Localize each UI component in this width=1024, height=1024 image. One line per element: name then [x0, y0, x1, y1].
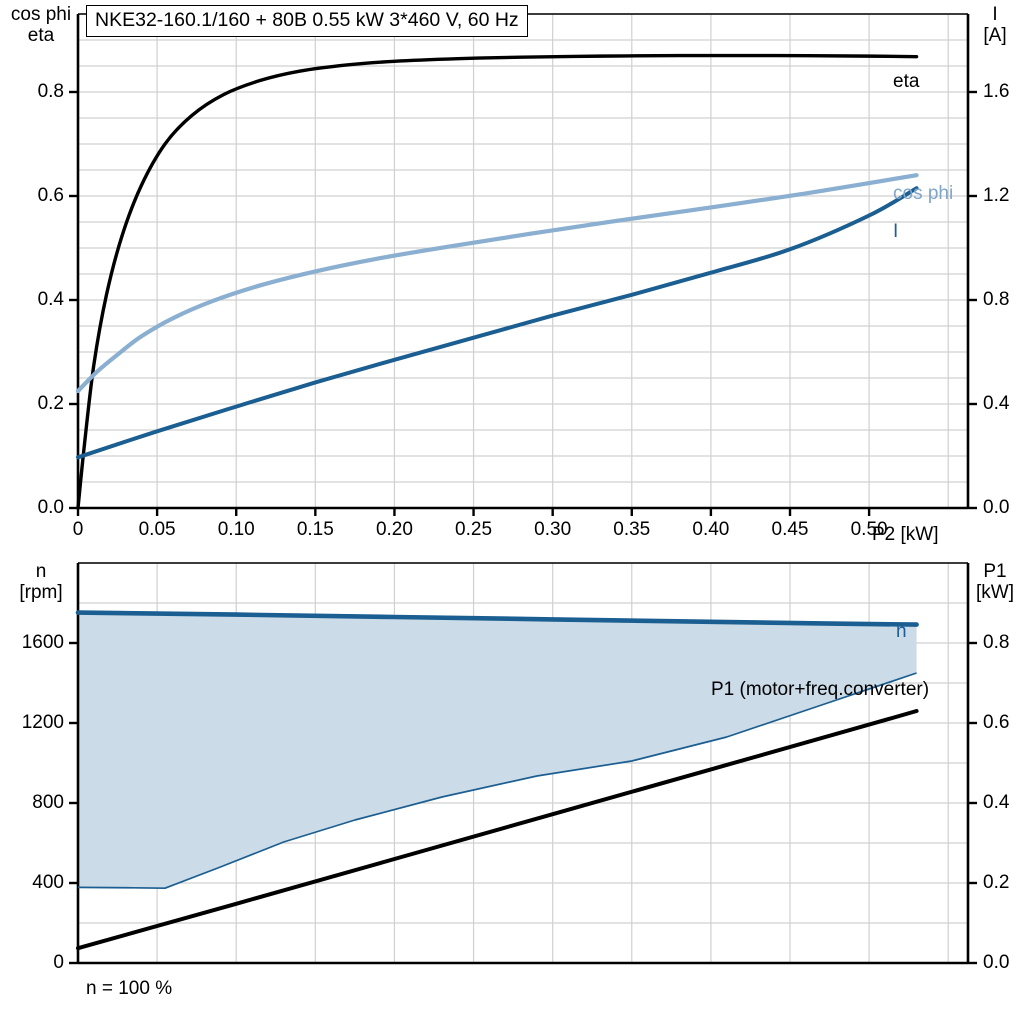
- current-curve: [76, 186, 919, 460]
- top-x-tick: 0.05: [138, 519, 176, 540]
- bottom-curves: [75, 610, 919, 951]
- bottom-axis-frame: [76, 562, 970, 965]
- top-x-axis-title: P2 [kW]: [872, 524, 939, 545]
- top-gridlines: [77, 13, 968, 509]
- curve-label-speed: n: [896, 621, 907, 642]
- top-x-tick: 0.40: [692, 519, 730, 540]
- curve-label-cos-phi: cos phi: [893, 183, 954, 204]
- bottom-right-tick: 0.0: [983, 952, 1010, 973]
- bottom-left-axis-title: n [rpm]: [19, 561, 63, 603]
- top-x-tick: 0.10: [217, 519, 255, 540]
- top-left-tick: 0.6: [37, 185, 64, 206]
- bottom-chart: n [rpm] P1 [kW] n P1 (motor+freq.convert…: [0, 545, 1024, 1024]
- speed-lower-bound-curve: [77, 672, 917, 890]
- top-right-tick: 0.4: [983, 393, 1010, 414]
- bottom-right-tick: 0.6: [983, 712, 1010, 733]
- top-x-tick: 0.30: [534, 519, 572, 540]
- speed-note: n = 100 %: [86, 978, 173, 999]
- speed-curve: [75, 610, 919, 627]
- top-right-axis-title: I [A]: [983, 4, 1007, 46]
- top-right-tick: 1.2: [983, 185, 1010, 206]
- pump-model-title: NKE32-160.1/160 + 80B 0.55 kW 3*460 V, 6…: [86, 5, 528, 37]
- top-x-tick: 0.50: [850, 519, 888, 540]
- top-tick-marks: [69, 90, 977, 516]
- curve-label-eta: eta: [893, 71, 920, 92]
- top-x-tick: 0.15: [296, 519, 334, 540]
- top-left-axis-title: cos phi eta: [10, 4, 72, 46]
- top-x-tick: 0: [72, 519, 84, 540]
- top-right-tick: 1.6: [983, 81, 1010, 102]
- top-axis-frame: [76, 13, 970, 510]
- speed-band-area: [78, 612, 917, 889]
- curve-label-p1: P1 (motor+freq.converter): [711, 679, 930, 700]
- top-left-tick: 0.0: [37, 497, 64, 518]
- bottom-left-tick: 400: [32, 872, 64, 893]
- bottom-right-tick: 0.2: [983, 872, 1010, 893]
- top-chart-plot: [69, 13, 977, 516]
- bottom-right-tick: 0.8: [983, 632, 1010, 653]
- cos-phi-curve: [75, 173, 919, 394]
- bottom-left-tick: 0: [53, 952, 64, 973]
- bottom-left-tick: 1600: [21, 632, 64, 653]
- top-chart: cos phi eta I [A] NKE32-160.1/160 + 80B …: [10, 4, 1010, 545]
- bottom-right-axis-title: P1 [kW]: [976, 561, 1014, 603]
- top-left-tick: 0.4: [37, 289, 64, 310]
- top-curves: [75, 53, 919, 510]
- bottom-chart-svg: [69, 562, 977, 965]
- top-x-tick: 0.35: [613, 519, 651, 540]
- top-left-tick: 0.2: [37, 393, 64, 414]
- bottom-chart-plot: [0, 545, 1024, 1024]
- top-x-tick: 0.45: [771, 519, 809, 540]
- top-chart-svg: [69, 13, 977, 516]
- p1-curve: [76, 709, 919, 951]
- top-x-tick: 0.25: [455, 519, 493, 540]
- top-right-tick: 0.0: [983, 497, 1010, 518]
- bottom-left-tick: 1200: [21, 712, 64, 733]
- operating-band: [78, 612, 917, 889]
- top-x-tick: 0.20: [375, 519, 413, 540]
- curve-label-current: I: [893, 221, 899, 242]
- bottom-left-tick: 800: [32, 792, 64, 813]
- eta-curve: [76, 53, 919, 510]
- top-right-tick: 0.8: [983, 289, 1010, 310]
- bottom-tick-marks: [69, 641, 977, 965]
- bottom-right-tick: 0.4: [983, 792, 1010, 813]
- top-left-tick: 0.8: [37, 81, 64, 102]
